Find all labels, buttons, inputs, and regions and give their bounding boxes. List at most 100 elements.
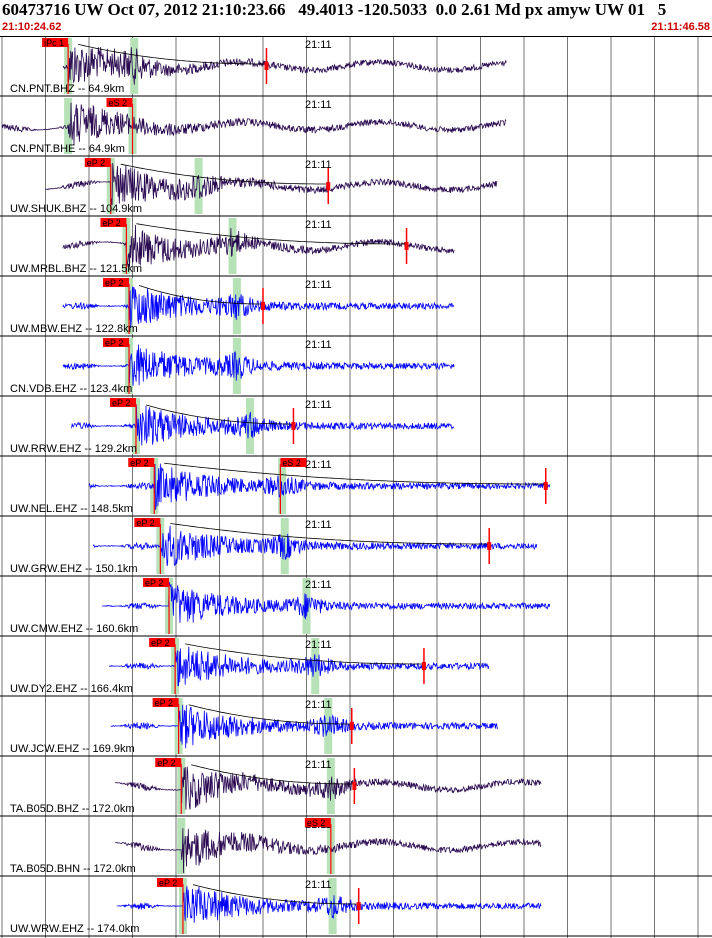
waveform — [62, 224, 455, 268]
pick-label-box — [152, 698, 179, 707]
waveform — [108, 646, 490, 687]
pick-label: eS 2 — [109, 98, 128, 108]
coda-tick — [404, 242, 409, 250]
phase-band — [194, 158, 203, 214]
pick-label: eS 2 — [282, 458, 301, 468]
coda-curve — [170, 523, 489, 545]
minute-label: 21:11 — [305, 399, 332, 411]
trace-panel: 21:11 eP 2 TA.B05D.BHZ -- 172.0km — [0, 758, 712, 817]
pick-label-box — [149, 638, 176, 647]
coda-curve — [185, 643, 423, 665]
coda-tick — [356, 902, 361, 910]
station-label: CN.VDB.EHZ -- 123.4km — [10, 383, 132, 395]
header: 60473716 UW Oct 07, 2012 21:10:23.66 49.… — [0, 0, 712, 37]
coda-curve — [78, 44, 265, 65]
minute-label: 21:11 — [305, 159, 332, 171]
station-label: UW.CMW.EHZ -- 160.6km — [10, 623, 138, 635]
trace-panel: 21:11 eP 2 UW.MBW.EHZ -- 122.8km — [0, 278, 712, 337]
minute-label: 21:11 — [305, 459, 332, 471]
pick-label-box — [156, 878, 183, 887]
waveform — [115, 828, 542, 874]
pick-label: iPc 1 — [44, 38, 64, 48]
station-label: UW.GRW.EHZ -- 150.1km — [10, 563, 138, 575]
pick-label-box — [103, 338, 130, 347]
minute-label: 21:11 — [305, 339, 332, 351]
waveform — [62, 286, 455, 328]
station-label: TA.B05D.BHN -- 172.0km — [10, 863, 136, 875]
waveform — [62, 46, 507, 85]
event-title: 60473716 UW Oct 07, 2012 21:10:23.66 49.… — [2, 0, 667, 19]
waveform — [1, 102, 507, 145]
pick-label: eP 2 — [151, 638, 169, 648]
minute-label: 21:11 — [305, 219, 332, 231]
pick-label-box — [128, 458, 155, 467]
seismogram-plot: 21:11 iPc 1 CN.PNT.BHZ -- 64.9km 21:11 eS 2 C… — [0, 36, 712, 938]
coda-curve — [120, 163, 328, 185]
waveform — [71, 405, 455, 446]
coda-curve — [191, 764, 354, 785]
coda-curve — [188, 704, 351, 725]
minute-label: 21:11 — [305, 639, 332, 651]
pick-label-box — [100, 218, 127, 227]
waveform — [110, 704, 499, 749]
waveform — [116, 886, 542, 923]
pick-label: eP 2 — [105, 338, 123, 348]
phase-band — [328, 878, 337, 934]
coda-tick — [543, 482, 548, 490]
waveform — [45, 162, 498, 206]
coda-tick — [349, 722, 354, 730]
pick-label-box — [280, 458, 307, 467]
coda-tick — [487, 542, 492, 550]
minute-label: 21:11 — [305, 279, 332, 291]
pick-label-box — [84, 158, 111, 167]
pick-label-box — [106, 98, 133, 107]
waveform — [92, 525, 538, 567]
pick-label: eP 2 — [102, 218, 120, 228]
station-label: UW.NEL.EHZ -- 148.5km — [10, 503, 133, 515]
minute-label: 21:11 — [305, 579, 332, 591]
minute-label: 21:11 — [305, 99, 332, 111]
minute-label: 21:11 — [305, 519, 332, 531]
trace-panel: 21:11 eP 2 UW.WRW.EHZ -- 174.0km — [0, 878, 712, 937]
coda-tick — [291, 422, 296, 430]
trace-panel: 21:11 eP 2 UW.NEL.EHZ -- 148.5km — [0, 458, 712, 517]
station-label: UW.RRW.EHZ -- 129.2km — [10, 443, 137, 455]
trace-panel: 21:11 eP 2 UW.SHUK.BHZ -- 104.9km — [0, 158, 712, 217]
pick-label: eP 2 — [130, 458, 148, 468]
pick-label-box — [143, 578, 170, 587]
coda-tick — [264, 62, 269, 70]
trace-panel: 21:11 eP 2 UW.MRBL.BHZ -- 121.5km — [0, 218, 712, 277]
pick-label-box — [155, 758, 182, 767]
pick-label-box — [134, 518, 161, 527]
station-label: UW.MBW.EHZ -- 122.8km — [10, 323, 138, 335]
trace-panel: 21:11 eP 2 UW.RRW.EHZ -- 129.2km — [0, 398, 712, 457]
pick-label: eP 2 — [155, 698, 173, 708]
station-label: UW.MRBL.BHZ -- 121.5km — [10, 263, 142, 275]
phase-band — [177, 818, 186, 874]
trace-panel: 21:11 eP 2 UW.GRW.EHZ -- 150.1km — [0, 518, 712, 577]
start-time: 21:10:24.62 — [2, 21, 62, 33]
coda-curve — [145, 404, 293, 425]
station-label: TA.B05D.BHZ -- 172.0km — [10, 803, 135, 815]
trace-panel: 21:11 eP 2 UW.DY2.EHZ -- 166.4km — [0, 638, 712, 697]
pick-label: eS 2 — [307, 818, 326, 828]
pick-label: eP 2 — [145, 578, 163, 588]
trace-panel: 21:11 eP 2 UW.JCW.EHZ -- 169.9km — [0, 698, 712, 757]
minute-label: 21:11 — [305, 759, 332, 771]
pick-label-box — [109, 398, 136, 407]
phase-band — [245, 398, 254, 454]
minute-label: 21:11 — [305, 879, 332, 891]
pick-label: eP 2 — [87, 158, 105, 168]
trace-panel: 21:11 eS 2 CN.PNT.BHE -- 64.9km — [0, 98, 712, 157]
pick-label: eP 2 — [105, 278, 123, 288]
pick-label-box — [42, 38, 69, 47]
phase-band — [130, 38, 139, 94]
waveform — [62, 344, 455, 386]
coda-curve — [138, 285, 262, 305]
trace-panel: 21:11 eP 2 CN.VDB.EHZ -- 123.4km — [0, 338, 712, 397]
pick-label-box — [103, 278, 130, 287]
coda-curve — [164, 462, 546, 485]
waveform — [102, 581, 551, 623]
station-label: UW.DY2.EHZ -- 166.4km — [10, 683, 133, 695]
